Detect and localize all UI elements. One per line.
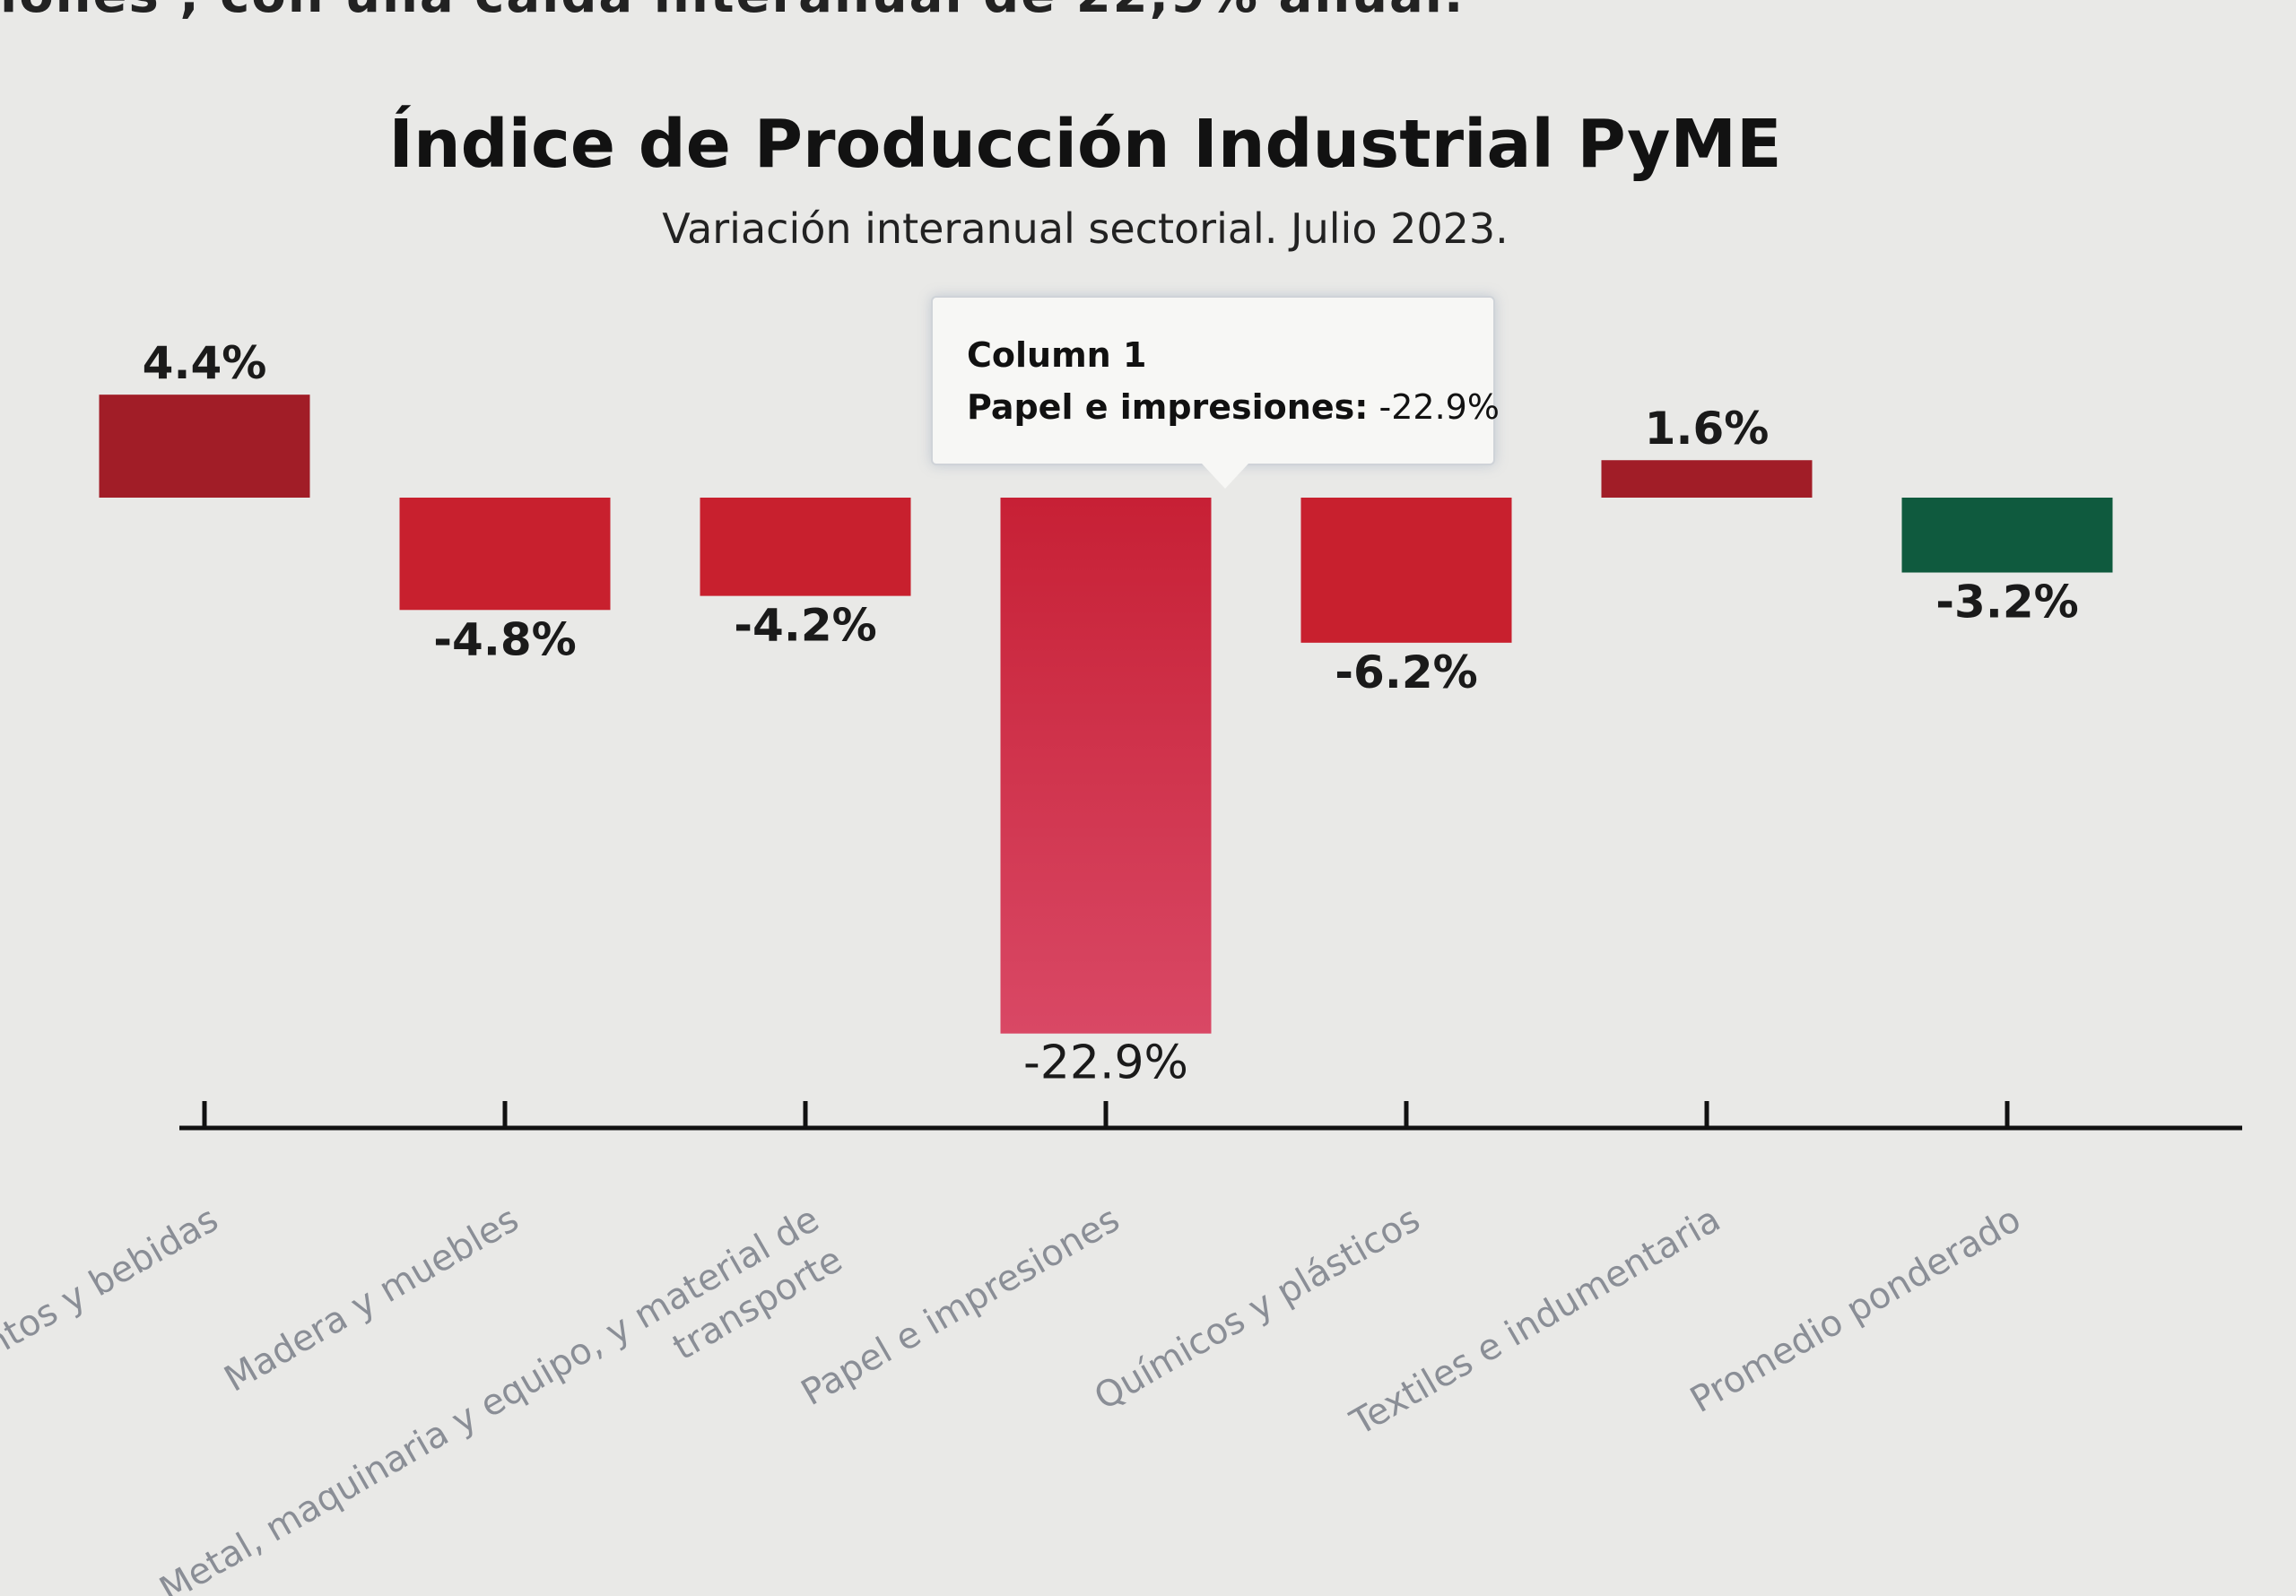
bar[interactable] (1300, 498, 1512, 643)
chart-title: Índice de Producción Industrial PyME (388, 106, 1782, 183)
category-label: Alimentos y bebidas (0, 1199, 225, 1417)
bar[interactable] (99, 395, 310, 498)
category-label-group: Químicos y plásticos (1088, 1199, 1427, 1418)
bar[interactable] (399, 498, 611, 611)
data-label: -22.9% (1023, 1037, 1188, 1090)
bars-group (99, 395, 2113, 1034)
category-label: Madera y muebles (218, 1199, 526, 1401)
category-label: Papel e impresiones (795, 1199, 1126, 1414)
data-label: -3.2% (1935, 577, 2078, 629)
bar[interactable] (1000, 498, 1212, 1034)
tooltip-label: Papel e impresiones: (967, 387, 1369, 427)
category-label-group: Madera y muebles (218, 1199, 526, 1401)
tooltip-row: Papel e impresiones: -22.9% (967, 387, 1500, 427)
value-labels-group: 4.4% -4.8% -4.2% -22.9% -6.2% 1.6% -3.2% (143, 337, 2079, 1090)
category-label-group: Promedio ponderado (1683, 1199, 2028, 1421)
tooltip-value: -22.9% (1378, 387, 1500, 427)
category-label: Metal, maquinaria y equipo, y material d… (152, 1199, 826, 1596)
category-label-group: Alimentos y bebidas (0, 1199, 225, 1417)
category-label-group: Papel e impresiones (795, 1199, 1126, 1414)
data-label: -4.8% (433, 613, 576, 665)
x-axis (179, 1101, 2242, 1131)
bar[interactable] (1601, 460, 1813, 498)
data-label: -4.2% (734, 600, 876, 652)
chart-subtitle: Variación interanual sectorial. Julio 20… (662, 204, 1509, 253)
tooltip-series-name: Column 1 (967, 335, 1147, 375)
category-label-group: Metal, maquinaria y equipo, y material d… (152, 1199, 849, 1596)
category-label: Químicos y plásticos (1088, 1199, 1427, 1418)
bar[interactable] (700, 498, 911, 596)
data-label: 1.6% (1645, 403, 1770, 455)
data-label: 4.4% (143, 337, 267, 389)
category-label: Promedio ponderado (1683, 1199, 2028, 1421)
data-label: -6.2% (1335, 646, 1477, 698)
bar[interactable] (1901, 498, 2113, 573)
tooltip: Column 1 Papel e impresiones: -22.9% (931, 296, 1500, 489)
